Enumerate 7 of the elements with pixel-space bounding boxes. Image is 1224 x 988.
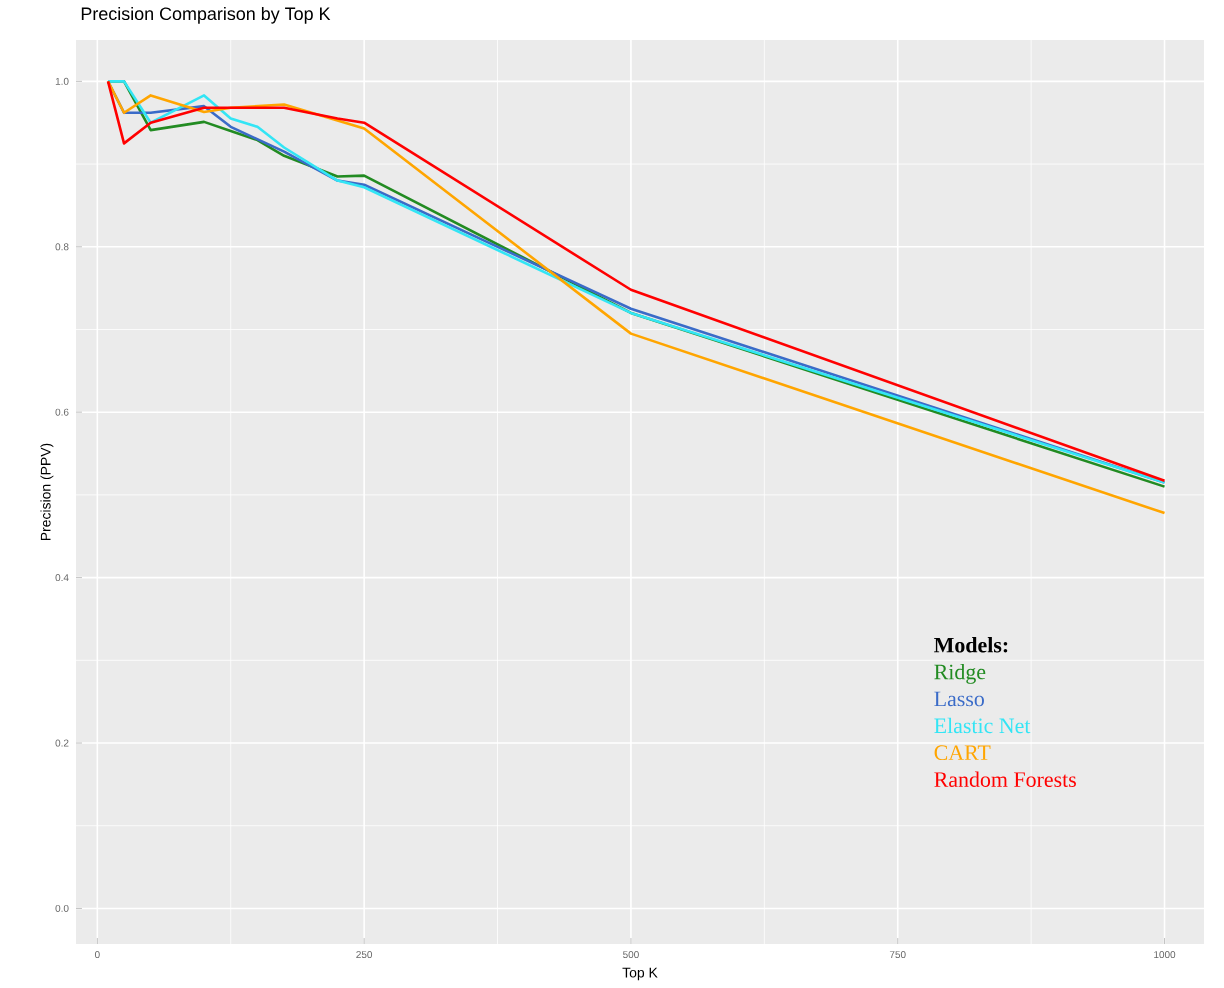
text: CART <box>934 745 991 761</box>
text: Ridge <box>934 663 986 684</box>
text: Random Forests <box>934 771 1076 787</box>
chart-title: Precision Comparison by Top K <box>81 6 331 24</box>
legend-title: Models: <box>934 637 1008 653</box>
text: Lasso <box>934 691 984 707</box>
text: Elastic Net <box>934 717 1031 734</box>
